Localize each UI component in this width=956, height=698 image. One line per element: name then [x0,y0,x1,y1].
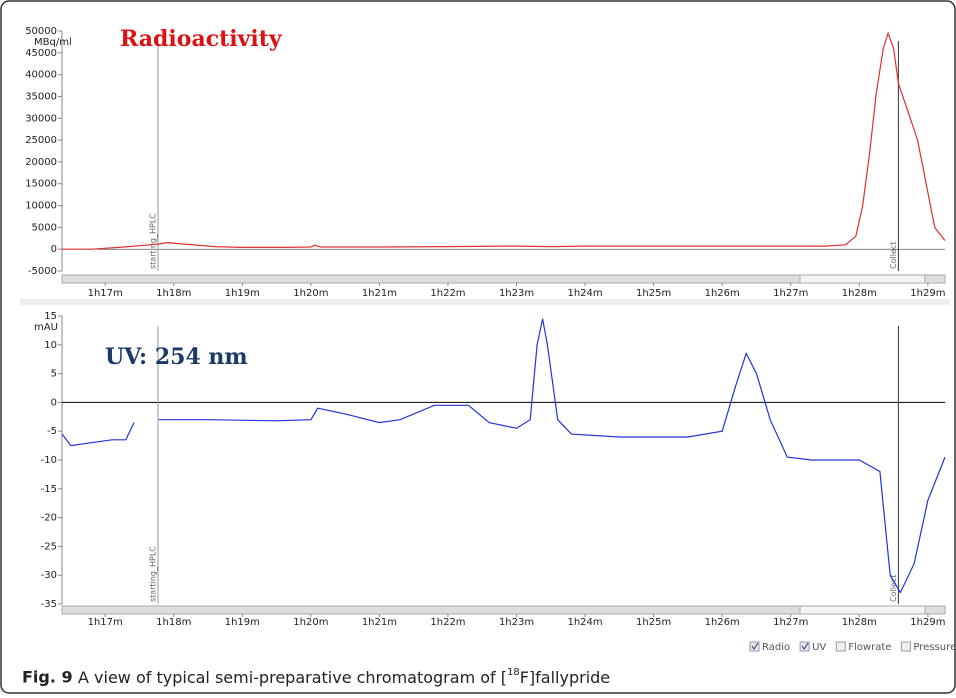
chart-title: Radioactivity [120,26,283,52]
scroll-thumb [799,605,926,615]
y-tick-label: 15 [44,311,57,322]
chart-title: UV: 254 nm [105,344,248,370]
legend-checkbox [749,641,760,652]
legend-label: Flowrate [848,642,891,653]
legend-label: Pressure [913,642,956,653]
marker-label: Collect [889,575,898,602]
y-tick-label: -25 [41,541,57,552]
legend-label: UV [812,642,826,653]
scrollbar [61,605,946,615]
y-tick-label: 20000 [25,157,57,168]
x-tick-label: 1h20m [293,288,328,299]
y-tick-label: 10000 [25,201,57,212]
y-tick-label: 40000 [25,70,57,81]
legend-checkbox [835,641,846,652]
y-tick-label: -15 [41,484,57,495]
y-tick-label: 0 [51,397,57,408]
y-tick-label: -10 [41,455,57,466]
divider [20,299,950,305]
series-line [62,31,946,250]
legend-check [751,642,759,650]
x-tick-label: 1h24m [567,617,602,628]
y-tick-label: -35 [41,599,57,610]
x-tick-label: 1h25m [636,617,671,628]
legend-checkbox [799,641,810,652]
x-tick-label: 1h17m [88,617,123,628]
x-tick-label: 1h27m [773,288,808,299]
y-tick-label: 50000 [25,26,57,37]
y-tick-label: -30 [41,570,57,581]
x-tick-label: 1h19m [225,617,260,628]
y-tick-label: 25000 [25,135,57,146]
x-tick-label: 1h17m [88,288,123,299]
caption: A view of typical semi-preparative chrom… [78,667,610,687]
y-unit: MBq/ml [34,37,72,48]
y-tick-label: -5 [47,426,57,437]
series-line [61,318,946,594]
x-tick-label: 1h28m [842,288,877,299]
x-tick-label: 1h29m [910,617,945,628]
y-tick-label: 0 [51,244,57,255]
x-tick-label: 1h22m [430,617,465,628]
x-tick-label: 1h24m [567,288,602,299]
x-tick-label: 1h19m [225,288,260,299]
caption-sup: 18 [507,667,520,678]
y-tick-label: 5000 [32,222,57,233]
caption-text: A view of typical semi-preparative chrom… [78,668,507,687]
x-tick-label: 1h21m [362,617,397,628]
y-tick-label: -20 [41,513,57,524]
marker-label: starting_HPLC [148,546,157,602]
caption-label: Fig. 9 [22,668,73,687]
x-tick-label: 1h23m [499,288,534,299]
x-tick-label: 1h25m [636,288,671,299]
y-tick-label: 35000 [25,91,57,102]
y-tick-label: -5000 [28,266,57,277]
y-tick-label: 45000 [25,48,57,59]
marker-label: starting_HPLC [148,213,157,269]
legend-label: Radio [762,642,790,653]
marker-label: Collect [889,242,898,269]
x-tick-label: 1h20m [293,617,328,628]
x-tick-label: 1h18m [156,288,191,299]
legend-check [801,642,809,650]
scroll-thumb [799,274,926,284]
y-tick-label: 30000 [25,113,57,124]
y-tick-label: 5 [51,369,57,380]
x-tick-label: 1h21m [362,288,397,299]
x-tick-label: 1h29m [910,288,945,299]
x-tick-label: 1h26m [705,288,740,299]
y-tick-label: 10 [44,340,57,351]
x-tick-label: 1h22m [430,288,465,299]
legend-checkbox [900,641,911,652]
x-tick-label: 1h27m [773,617,808,628]
caption-text-end: F]fallypride [520,668,610,687]
scrollbar [61,274,946,284]
y-unit: mAU [34,322,58,333]
x-tick-label: 1h18m [156,617,191,628]
x-tick-label: 1h23m [499,617,534,628]
x-tick-label: 1h26m [705,617,740,628]
x-tick-label: 1h28m [842,617,877,628]
y-tick-label: 15000 [25,179,57,190]
